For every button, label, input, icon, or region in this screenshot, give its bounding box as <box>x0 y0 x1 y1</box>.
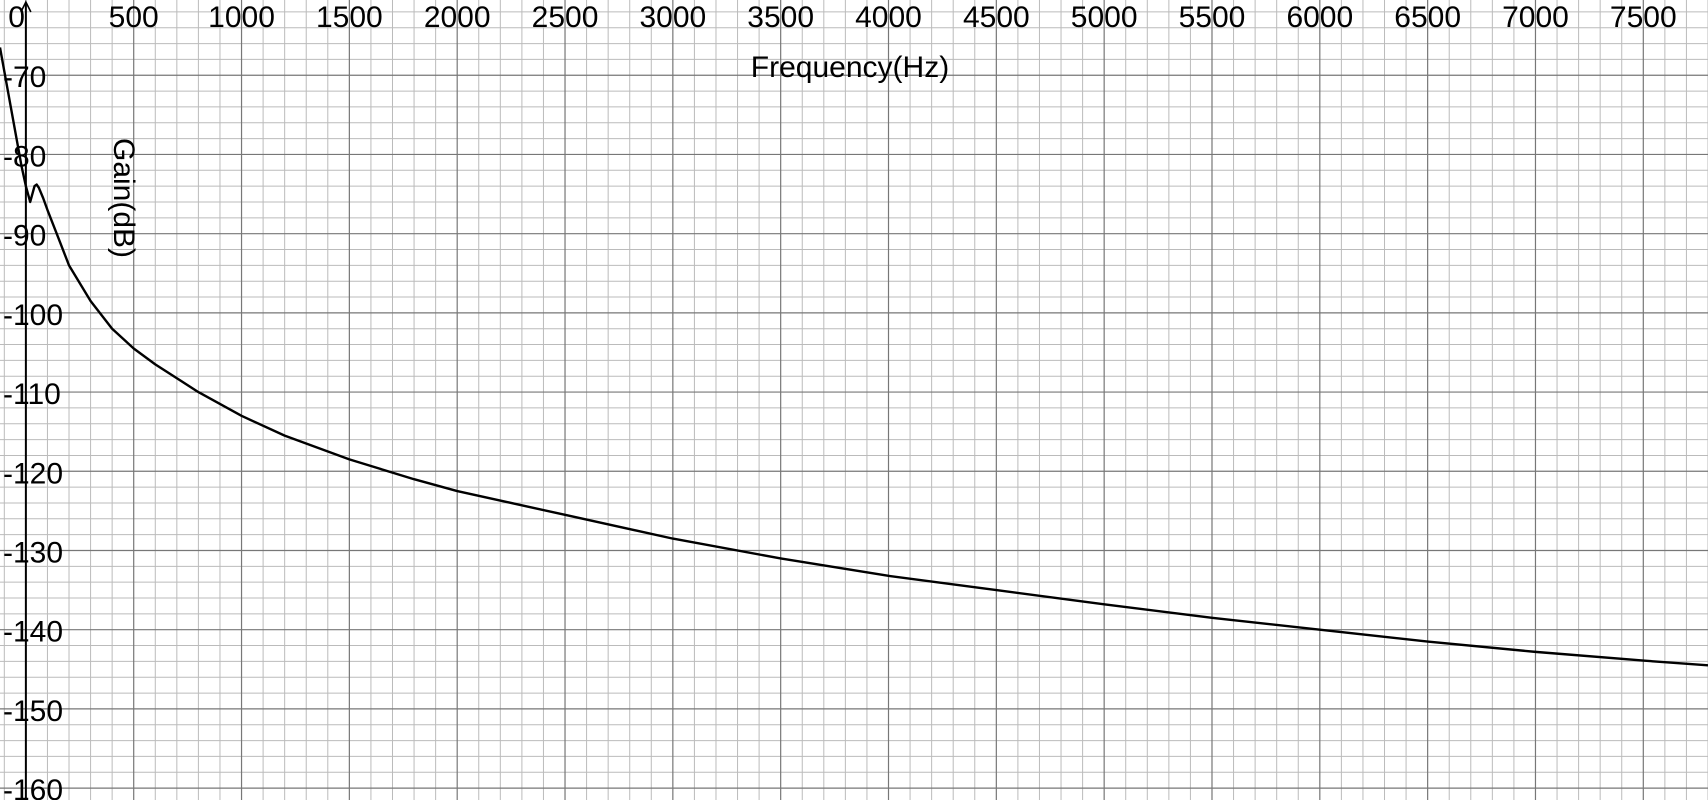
x-tick-labels: 0 500 1000 1500 2000 2500 3000 3500 4000 4500 5000… <box>8 1 1676 34</box>
x-tick-label: 7500 <box>1610 1 1677 34</box>
x-tick-label: 3000 <box>639 1 706 34</box>
y-tick-label: -100 <box>3 299 63 332</box>
y-axis-title: Gain(dB) <box>107 138 140 258</box>
x-tick-label: 5000 <box>1071 1 1138 34</box>
x-tick-label: 6500 <box>1394 1 1461 34</box>
y-tick-labels: -70 -80 -90 -100 -110 -120 -130 -140 -150 -160 <box>3 61 63 800</box>
axes <box>20 0 32 800</box>
x-tick-label: 4000 <box>855 1 922 34</box>
x-tick-label: 4500 <box>963 1 1030 34</box>
x-tick-label: 1500 <box>316 1 383 34</box>
y-tick-label: -130 <box>3 536 63 569</box>
y-tick-label: -90 <box>3 220 46 253</box>
x-axis-title: Frequency(Hz) <box>751 51 949 84</box>
x-tick-label: 6000 <box>1286 1 1353 34</box>
x-tick-label: 2000 <box>424 1 491 34</box>
x-tick-label: 2500 <box>532 1 599 34</box>
series-line-1 <box>0 47 1708 667</box>
x-tick-label: 5500 <box>1179 1 1246 34</box>
x-tick-label: 3500 <box>747 1 814 34</box>
x-tick-label: 7000 <box>1502 1 1569 34</box>
x-tick-label: 1000 <box>208 1 275 34</box>
series-group <box>0 47 1708 667</box>
y-tick-label: -80 <box>3 140 46 173</box>
y-tick-label: -140 <box>3 616 63 649</box>
y-axis-arrow <box>20 0 32 13</box>
x-tick-label: 500 <box>109 1 159 34</box>
y-tick-label: -70 <box>3 61 46 94</box>
y-tick-label: -160 <box>3 774 63 800</box>
y-tick-label: -150 <box>3 695 63 728</box>
y-tick-label: -120 <box>3 457 63 490</box>
y-tick-label: -110 <box>3 378 61 411</box>
x-tick-label: 0 <box>8 1 25 34</box>
